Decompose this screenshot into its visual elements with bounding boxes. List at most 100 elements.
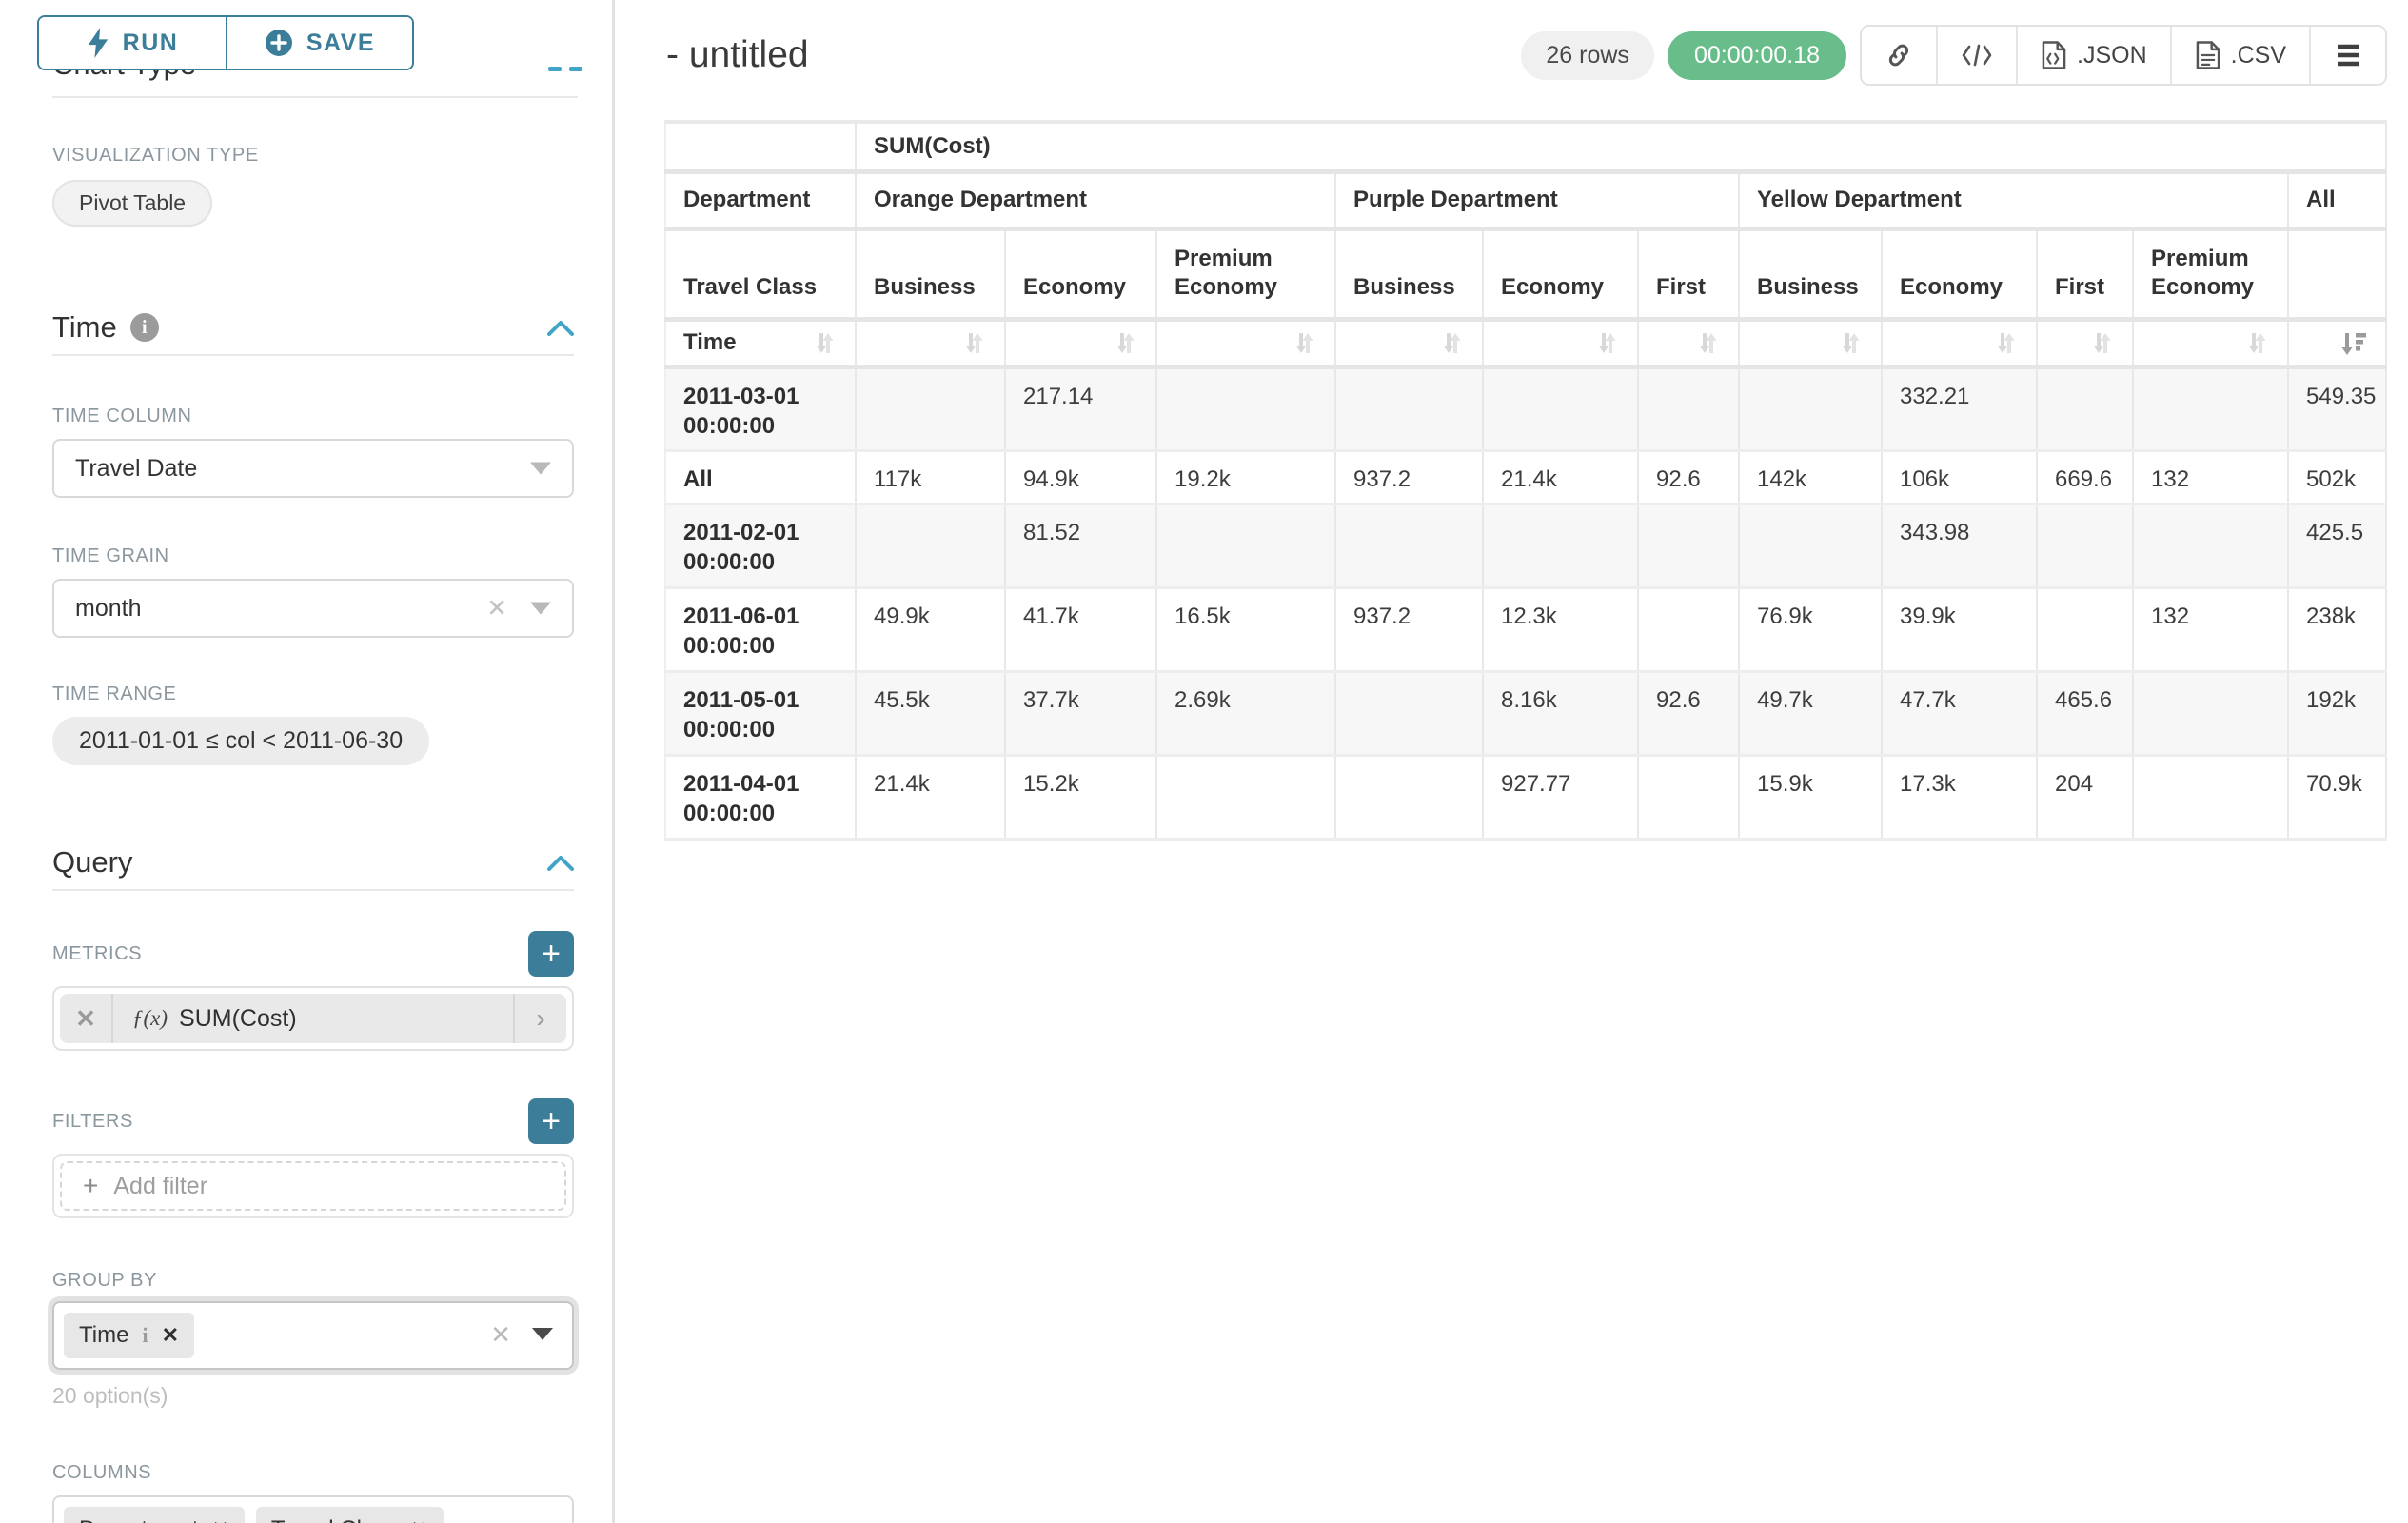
chevron-up-icon[interactable] (547, 320, 574, 336)
add-metric-button[interactable]: + (528, 931, 574, 977)
value-cell: 12.3k (1483, 587, 1639, 673)
value-cell: 927.77 (1483, 755, 1639, 841)
department-group-header: Yellow Department (1739, 171, 2289, 231)
sort-descending-icon[interactable] (2340, 330, 2368, 356)
remove-tag-icon[interactable]: ✕ (410, 1517, 427, 1523)
export-json-button[interactable]: .JSON (2016, 27, 2170, 84)
column-sort-header[interactable] (1882, 319, 2038, 369)
columns-tag[interactable]: Travel Class ✕ (255, 1507, 444, 1523)
sort-icon[interactable] (1993, 330, 2019, 356)
sort-icon[interactable] (961, 330, 987, 356)
value-cell: 92.6 (1638, 450, 1740, 505)
value-cell (2133, 671, 2289, 757)
metric-pill[interactable]: ✕ ƒ(x) SUM(Cost) › (60, 994, 566, 1043)
tag-label: Department (79, 1516, 198, 1523)
sort-icon[interactable] (1292, 330, 1317, 356)
group-by-label: GROUP BY (52, 1270, 158, 1291)
row-label: All (664, 450, 857, 505)
column-sort-header[interactable] (1156, 319, 1336, 369)
value-cell: 70.9k (2288, 755, 2388, 841)
sort-icon[interactable] (2244, 330, 2270, 356)
query-timer-badge: 00:00:00.18 (1667, 30, 1847, 80)
visualization-type-value[interactable]: Pivot Table (52, 180, 213, 227)
column-sort-header[interactable] (1483, 319, 1639, 369)
value-cell (2133, 504, 2289, 589)
value-cell (856, 504, 1006, 589)
run-button[interactable]: RUN (39, 17, 226, 69)
remove-metric-icon[interactable]: ✕ (60, 994, 113, 1043)
control-panel-sidebar: Chart Type RUN SAVE (0, 0, 615, 1523)
sort-icon[interactable] (2089, 330, 2115, 356)
travel-class-header: Business (856, 228, 1006, 322)
travel-class-header: Economy (1882, 228, 2038, 322)
copy-link-button[interactable] (1862, 27, 1937, 84)
value-cell: 15.2k (1005, 755, 1157, 841)
sort-icon[interactable] (1838, 330, 1864, 356)
caret-down-icon (530, 602, 551, 615)
embed-code-button[interactable] (1936, 27, 2017, 84)
value-cell: 8.16k (1483, 671, 1639, 757)
column-sort-header[interactable] (1335, 319, 1484, 369)
clipped-icon-dash (548, 67, 562, 71)
sort-icon[interactable] (1439, 330, 1465, 356)
time-sort-header[interactable]: Time (664, 319, 857, 369)
sort-icon[interactable] (812, 330, 838, 356)
export-csv-button[interactable]: .CSV (2169, 27, 2309, 84)
value-cell: 49.7k (1739, 671, 1883, 757)
value-cell: 37.7k (1005, 671, 1157, 757)
column-sort-header[interactable] (856, 319, 1006, 369)
column-sort-header[interactable] (2288, 319, 2388, 369)
value-cell: 16.5k (1156, 587, 1336, 673)
clear-icon[interactable]: ✕ (486, 593, 507, 623)
value-cell: 425.5 (2288, 504, 2388, 589)
column-sort-header[interactable] (2133, 319, 2289, 369)
value-cell (2133, 366, 2289, 452)
row-label: 2011-03-01 00:00:00 (664, 366, 857, 452)
travel-class-header: Business (1739, 228, 1883, 322)
time-grain-select[interactable]: month ✕ (52, 579, 574, 638)
value-cell: 332.21 (1882, 366, 2038, 452)
chevron-up-icon[interactable] (547, 855, 574, 871)
group-by-select[interactable]: Time i ✕ ✕ (52, 1301, 574, 1370)
corner-cell (664, 122, 857, 174)
column-sort-header[interactable] (2037, 319, 2134, 369)
metric-value: SUM(Cost) (179, 1004, 297, 1032)
value-cell (1335, 366, 1484, 452)
column-sort-header[interactable] (1638, 319, 1740, 369)
sort-icon[interactable] (1113, 330, 1138, 356)
value-cell: 21.4k (856, 755, 1006, 841)
travel-class-header: Business (1335, 228, 1484, 322)
metric-container: ✕ ƒ(x) SUM(Cost) › (52, 986, 574, 1051)
value-cell: 17.3k (1882, 755, 2038, 841)
value-cell (1638, 366, 1740, 452)
value-cell: 502k (2288, 450, 2388, 505)
clear-icon[interactable]: ✕ (490, 1320, 511, 1349)
time-range-value[interactable]: 2011-01-01 ≤ col < 2011-06-30 (52, 717, 430, 765)
value-cell: 204 (2037, 755, 2134, 841)
time-column-select[interactable]: Travel Date (52, 439, 574, 498)
column-sort-header[interactable] (1739, 319, 1883, 369)
travel-class-header: First (2037, 228, 2134, 322)
pivot-table-header: SUM(Cost) Department Orange Department Purp… (664, 122, 2388, 369)
columns-tag[interactable]: Department ✕ (64, 1507, 245, 1523)
sort-icon[interactable] (1695, 330, 1721, 356)
remove-tag-icon[interactable]: ✕ (161, 1323, 180, 1347)
group-by-tag[interactable]: Time i ✕ (64, 1313, 195, 1358)
table-row: 2011-05-01 00:00:00 45.5k 37.7k 2.69k 8.16k 9… (664, 671, 2388, 757)
chart-title[interactable]: - untitled (666, 34, 809, 75)
column-sort-header[interactable] (1005, 319, 1157, 369)
lightning-icon (88, 28, 108, 58)
chevron-right-icon[interactable]: › (513, 994, 566, 1043)
remove-tag-icon[interactable]: ✕ (211, 1517, 228, 1523)
filters-container: + Add filter (52, 1154, 574, 1218)
columns-select[interactable]: Department ✕ Travel Class ✕ ✕ (52, 1495, 574, 1523)
value-cell: 21.4k (1483, 450, 1639, 505)
add-filter-dropzone[interactable]: + Add filter (60, 1161, 566, 1211)
sort-icon[interactable] (1594, 330, 1620, 356)
save-button[interactable]: SAVE (226, 17, 412, 69)
add-filter-button[interactable]: + (528, 1098, 574, 1144)
menu-button[interactable] (2309, 27, 2385, 84)
travel-class-header: Economy (1483, 228, 1639, 322)
info-icon: i (129, 313, 159, 342)
pivot-table: SUM(Cost) Department Orange Department Purp… (664, 120, 2388, 841)
